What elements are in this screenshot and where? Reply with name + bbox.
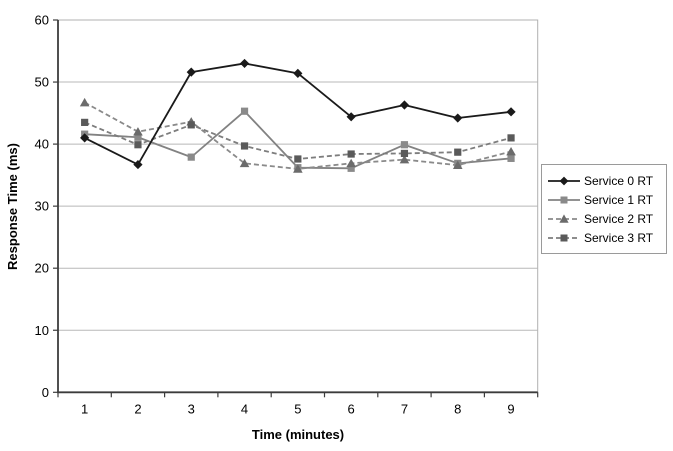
series-marker-service-3-rt: [400, 149, 409, 158]
series-marker-service-1-rt: [347, 164, 355, 172]
series-marker-service-2-rt: [506, 146, 516, 156]
series-marker-service-0-rt: [506, 107, 516, 117]
series-marker-service-2-rt: [399, 155, 410, 164]
y-tick-label: 20: [35, 261, 49, 276]
series-marker-service-0-rt: [399, 100, 410, 110]
series-marker-service-2-rt: [346, 158, 356, 168]
y-tick-label: 10: [35, 323, 49, 338]
legend-key-diamond-icon: [548, 176, 580, 185]
series-marker-service-0-rt: [293, 68, 303, 78]
y-axis-title: Response Time (ms): [5, 143, 20, 270]
x-tick-label: 5: [294, 401, 301, 416]
series-marker-service-3-rt: [507, 134, 515, 142]
series-marker-service-2-rt: [239, 158, 250, 168]
legend-item-service-0-rt: Service 0 RT: [547, 171, 662, 190]
series-marker-service-3-rt: [454, 148, 462, 156]
legend-item-service-3-rt: Service 3 RT: [547, 228, 662, 247]
legend-key-square-icon: [548, 234, 580, 241]
series-marker-service-2-rt: [133, 127, 143, 136]
series-marker-service-1-rt: [134, 133, 142, 141]
legend-label: Service 1 RT: [584, 192, 654, 207]
legend-item-service-1-rt: Service 1 RT: [547, 190, 662, 209]
series-marker-service-1-rt: [240, 107, 249, 115]
x-tick-label: 3: [188, 401, 195, 416]
y-tick-label: 30: [35, 199, 49, 214]
y-tick-label: 0: [42, 385, 49, 400]
series-marker-service-3-rt: [81, 118, 89, 126]
x-tick-label: 4: [241, 401, 248, 416]
x-axis-title: Time (minutes): [251, 427, 345, 442]
series-marker-service-0-rt: [239, 58, 250, 69]
legend-key-triangle-icon: [548, 213, 580, 223]
x-tick-label: 6: [348, 401, 355, 416]
legend: Service 0 RT Service 1 RT Service 2 RT Serv…: [541, 164, 667, 254]
series-line-service-0-rt: [84, 62, 512, 166]
series-marker-service-3-rt: [347, 150, 355, 158]
legend-item-service-2-rt: Service 2 RT: [547, 209, 662, 228]
series-marker-service-2-rt: [293, 164, 303, 173]
series-marker-service-0-rt: [80, 133, 90, 143]
series-marker-service-0-rt: [346, 112, 356, 122]
series-marker-service-1-rt: [187, 153, 195, 161]
series-marker-service-3-rt: [134, 141, 142, 149]
legend-key-square-icon: [548, 196, 580, 203]
x-tick-label: 9: [507, 401, 514, 416]
legend-label: Service 0 RT: [584, 173, 654, 188]
series-marker-service-0-rt: [453, 113, 463, 123]
y-tick-label: 60: [35, 13, 49, 28]
x-tick-label: 7: [401, 401, 408, 416]
series-marker-service-1-rt: [400, 141, 409, 149]
legend-label: Service 2 RT: [584, 211, 654, 226]
series-marker-service-1-rt: [507, 154, 515, 162]
x-tick-label: 8: [454, 401, 461, 416]
x-tick-label: 1: [81, 401, 88, 416]
y-tick-label: 40: [35, 137, 49, 152]
series-marker-service-2-rt: [79, 97, 90, 107]
y-tick-label: 50: [35, 75, 49, 90]
series-marker-service-2-rt: [452, 160, 463, 169]
series-marker-service-3-rt: [294, 155, 302, 163]
series-marker-service-3-rt: [240, 142, 249, 150]
series-marker-service-0-rt: [133, 159, 143, 170]
legend-label: Service 3 RT: [584, 230, 654, 245]
series-marker-service-3-rt: [187, 121, 195, 129]
x-tick-label: 2: [134, 401, 141, 416]
series-marker-service-0-rt: [186, 67, 196, 77]
